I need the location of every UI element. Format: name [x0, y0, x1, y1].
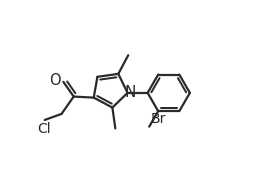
Text: Br: Br: [150, 112, 166, 126]
Text: N: N: [124, 85, 136, 100]
Text: O: O: [50, 73, 61, 88]
Text: Cl: Cl: [37, 122, 51, 136]
